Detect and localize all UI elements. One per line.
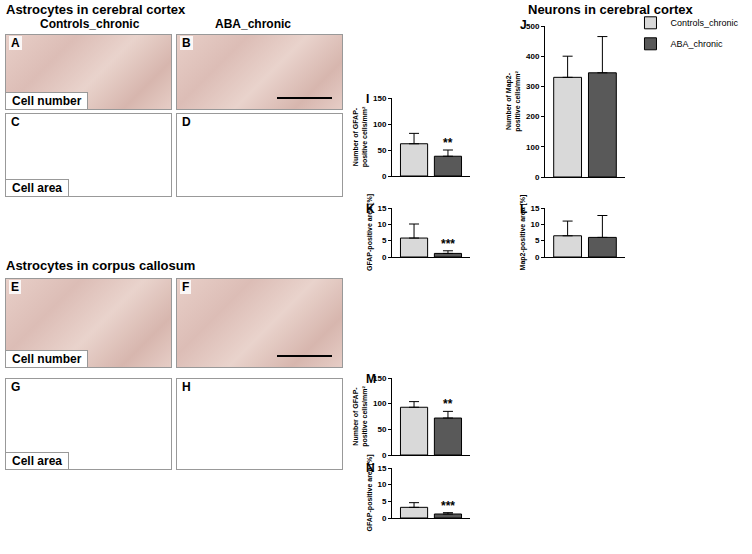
svg-text:15: 15	[377, 204, 386, 213]
svg-text:300: 300	[526, 82, 540, 91]
svg-text:***: ***	[441, 237, 455, 251]
svg-text:ABA_chronic: ABA_chronic	[670, 39, 723, 49]
svg-text:0: 0	[382, 451, 387, 460]
svg-text:0: 0	[535, 253, 540, 262]
svg-text:100: 100	[373, 399, 387, 408]
svg-text:150: 150	[373, 94, 387, 103]
svg-text:0: 0	[382, 253, 387, 262]
svg-text:0: 0	[382, 172, 387, 181]
svg-text:5: 5	[382, 236, 387, 245]
svg-text:0: 0	[382, 514, 387, 523]
svg-text:0: 0	[535, 173, 540, 182]
svg-text:Number of GFAP-positive cells/: Number of GFAP-positive cells/mm²	[352, 385, 369, 446]
svg-text:Number of Map2-positive cells/: Number of Map2-positive cells/mm²	[505, 70, 522, 131]
svg-text:**: **	[443, 397, 453, 411]
svg-text:10: 10	[530, 220, 539, 229]
svg-text:15: 15	[377, 464, 386, 473]
svg-text:15: 15	[530, 204, 539, 213]
svg-text:5: 5	[535, 236, 540, 245]
svg-text:50: 50	[377, 146, 386, 155]
svg-text:500: 500	[526, 22, 540, 31]
svg-text:***: ***	[441, 499, 455, 513]
svg-text:5: 5	[382, 497, 387, 506]
svg-text:Map2-positive area [%]: Map2-positive area [%]	[519, 195, 527, 271]
svg-text:50: 50	[377, 425, 386, 434]
svg-text:10: 10	[377, 220, 386, 229]
svg-text:10: 10	[377, 480, 386, 489]
svg-text:Number of GFAP-positive cells/: Number of GFAP-positive cells/mm²	[352, 106, 369, 167]
svg-text:Controls_chronic: Controls_chronic	[670, 18, 738, 28]
svg-text:100: 100	[526, 143, 540, 152]
svg-text:400: 400	[526, 52, 540, 61]
svg-text:200: 200	[526, 112, 540, 121]
svg-text:**: **	[443, 136, 453, 150]
svg-text:100: 100	[373, 120, 387, 129]
